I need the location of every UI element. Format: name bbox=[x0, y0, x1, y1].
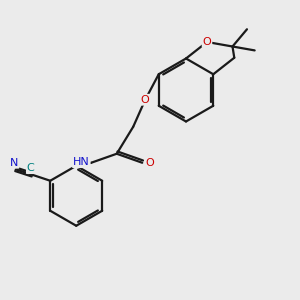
Text: N: N bbox=[10, 158, 18, 168]
Text: O: O bbox=[141, 95, 150, 105]
Text: O: O bbox=[145, 158, 154, 168]
Text: O: O bbox=[202, 37, 211, 47]
Text: C: C bbox=[27, 163, 34, 173]
Text: HN: HN bbox=[73, 157, 90, 167]
